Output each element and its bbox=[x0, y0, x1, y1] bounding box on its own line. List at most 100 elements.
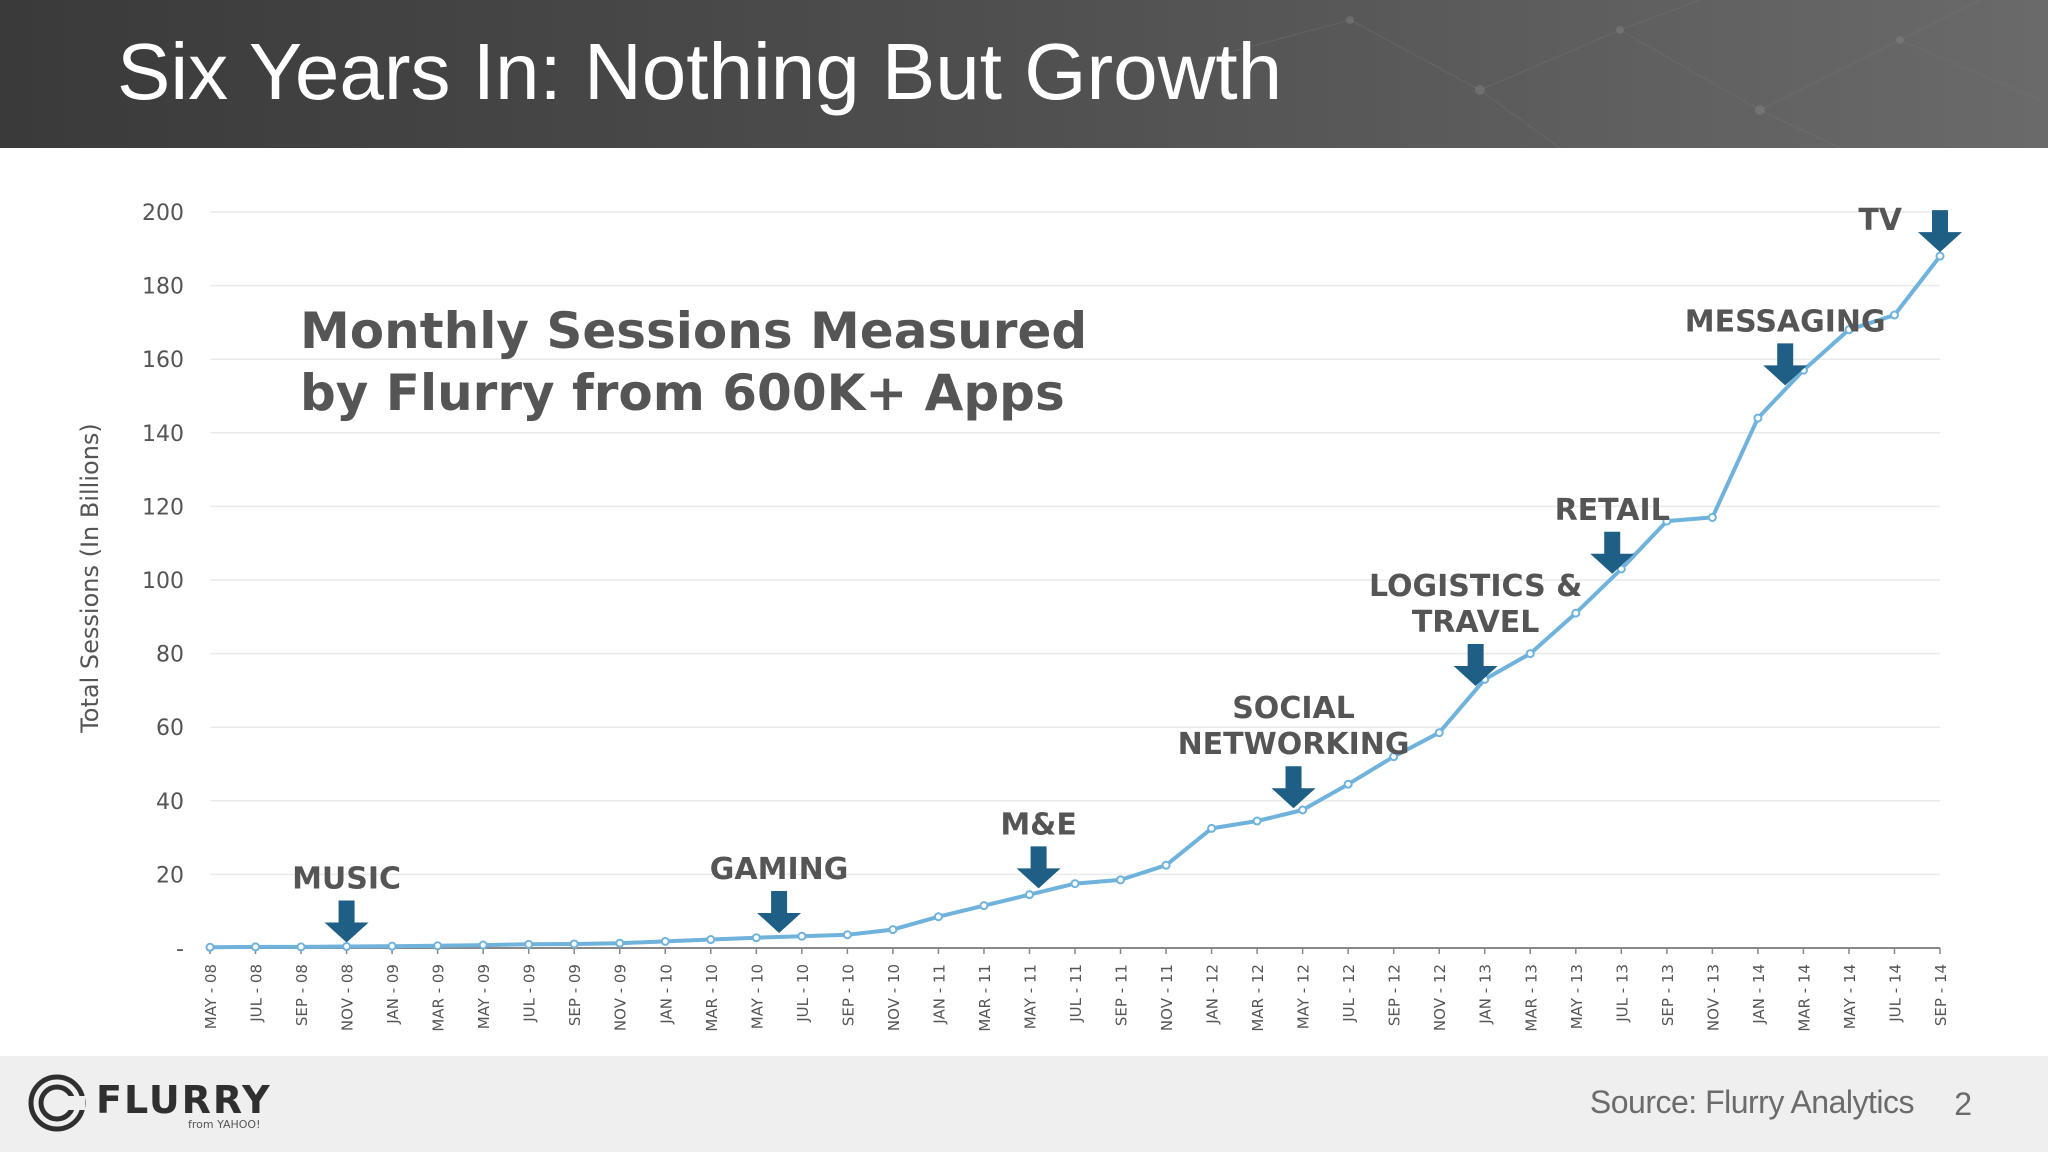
y-axis-title: Total Sessions (In Billions) bbox=[76, 423, 104, 734]
x-tick-label: SEP - 13 bbox=[1659, 964, 1677, 1026]
data-point bbox=[933, 912, 943, 922]
x-tick-label: MAR - 10 bbox=[703, 964, 721, 1032]
annotation-arrow-icon bbox=[1453, 644, 1498, 687]
data-point bbox=[1525, 649, 1535, 659]
footer-bar: FLURRY from YAHOO! Source: Flurry Analyt… bbox=[0, 1056, 2048, 1152]
x-tick-label: NOV - 12 bbox=[1431, 964, 1449, 1031]
data-point bbox=[1753, 413, 1763, 423]
data-point bbox=[1844, 325, 1854, 335]
x-tick-label: JUL - 10 bbox=[794, 964, 812, 1023]
data-point bbox=[1161, 860, 1171, 870]
data-point bbox=[205, 942, 215, 952]
data-point bbox=[979, 901, 989, 911]
data-point bbox=[1662, 516, 1672, 526]
flurry-wordmark: FLURRY bbox=[96, 1078, 272, 1122]
x-tick-label: JUL - 11 bbox=[1067, 964, 1085, 1023]
chart-text: Total Sessions (In Billions) Monthly Sess… bbox=[76, 302, 1087, 734]
annotation-label: SOCIAL bbox=[1232, 691, 1355, 726]
data-point bbox=[1434, 728, 1444, 738]
x-tick-label: JUL - 14 bbox=[1886, 964, 1904, 1023]
x-tick-label: MAY - 09 bbox=[475, 964, 493, 1029]
x-tick-label: MAY - 14 bbox=[1841, 964, 1859, 1029]
x-tick-label: MAR - 11 bbox=[976, 964, 994, 1032]
annotation-arrow-icon bbox=[1763, 343, 1808, 386]
data-point bbox=[797, 931, 807, 941]
annotation-label: TV bbox=[1858, 203, 1902, 238]
x-tick-label: MAY - 12 bbox=[1295, 964, 1313, 1029]
annotation-label: MESSAGING bbox=[1685, 304, 1886, 339]
title-bar: Six Years In: Nothing But Growth bbox=[0, 0, 2048, 148]
y-tick-label: 100 bbox=[142, 569, 184, 594]
x-tick-label: MAY - 11 bbox=[1021, 964, 1039, 1029]
source-credit: Source: Flurry Analytics bbox=[1589, 1084, 1915, 1120]
data-point bbox=[842, 930, 852, 940]
annotation-arrow-icon bbox=[1590, 531, 1635, 574]
data-point bbox=[615, 938, 625, 948]
x-tick-label: MAY - 10 bbox=[748, 964, 766, 1029]
data-point bbox=[1935, 251, 1945, 261]
grid-lines bbox=[210, 211, 1940, 876]
x-tick-label: SEP - 10 bbox=[839, 964, 857, 1026]
flurry-logo: FLURRY from YAHOO! bbox=[28, 1074, 288, 1136]
data-point bbox=[1889, 310, 1899, 320]
chart-area: - 20 40 60 80 100 120 140 160 180 200 MAY - 08 JUL -… bbox=[0, 148, 2048, 1056]
data-point bbox=[524, 939, 534, 949]
annotation-arrow-icon bbox=[1271, 766, 1316, 809]
data-point bbox=[251, 942, 261, 952]
x-tick-label: SEP - 09 bbox=[566, 964, 584, 1026]
data-point bbox=[342, 942, 352, 952]
data-point bbox=[888, 925, 898, 935]
y-tick-label: 20 bbox=[156, 863, 184, 888]
annotation-label: GAMING bbox=[710, 852, 849, 887]
data-point bbox=[1070, 879, 1080, 889]
x-tick-label: JUL - 13 bbox=[1613, 964, 1631, 1023]
data-point bbox=[706, 935, 716, 945]
annotation-label: TRAVEL bbox=[1412, 605, 1540, 640]
y-tick-label: 60 bbox=[156, 716, 184, 741]
annotation-label: NETWORKING bbox=[1178, 727, 1410, 762]
data-point bbox=[296, 942, 306, 952]
x-tick-label: JAN - 13 bbox=[1477, 964, 1495, 1025]
sessions-line-chart: - 20 40 60 80 100 120 140 160 180 200 MAY - 08 JUL -… bbox=[76, 201, 1962, 1032]
y-tick-label: 80 bbox=[156, 643, 184, 668]
annotation-arrow-icon bbox=[1016, 846, 1061, 889]
chart-title-line: by Flurry from 600K+ Apps bbox=[300, 364, 1065, 422]
x-tick-label: JUL - 08 bbox=[248, 964, 266, 1023]
y-tick-label: - bbox=[176, 937, 184, 962]
x-tick-label: SEP - 11 bbox=[1113, 964, 1131, 1026]
annotation-label: MUSIC bbox=[292, 862, 401, 897]
x-tick-label: SEP - 08 bbox=[293, 964, 311, 1026]
series-line bbox=[205, 251, 1945, 952]
x-tick-label: NOV - 13 bbox=[1704, 964, 1722, 1031]
data-point bbox=[569, 939, 579, 949]
annotation-label: RETAIL bbox=[1555, 493, 1670, 528]
data-point bbox=[660, 936, 670, 946]
x-tick-label: JUL - 12 bbox=[1340, 964, 1358, 1023]
annotation-arrow-icon bbox=[757, 890, 802, 933]
y-tick-label: 180 bbox=[142, 275, 184, 300]
data-point bbox=[1389, 752, 1399, 762]
data-point bbox=[1207, 823, 1217, 833]
x-tick-label: NOV - 11 bbox=[1158, 964, 1176, 1031]
data-point bbox=[478, 940, 488, 950]
data-point bbox=[1707, 512, 1717, 522]
annotation-arrow-icon bbox=[1918, 210, 1962, 253]
x-tick-label: MAR - 13 bbox=[1522, 964, 1540, 1032]
data-point bbox=[751, 933, 761, 943]
data-point bbox=[1298, 805, 1308, 815]
data-point bbox=[1252, 816, 1262, 826]
data-point bbox=[433, 941, 443, 951]
data-point bbox=[1343, 779, 1353, 789]
yahoo-subbrand: from YAHOO! bbox=[188, 1118, 261, 1131]
page-number: 2 bbox=[1954, 1086, 1972, 1122]
slide-title: Six Years In: Nothing But Growth bbox=[117, 27, 1283, 116]
annotation-label: M&E bbox=[1000, 807, 1077, 842]
y-tick-label: 120 bbox=[142, 495, 184, 520]
x-tick-label: JUL - 09 bbox=[521, 964, 539, 1023]
x-tick-label: NOV - 08 bbox=[339, 964, 357, 1031]
data-point bbox=[1571, 608, 1581, 618]
x-tick-label: MAR - 09 bbox=[430, 964, 448, 1032]
x-tick-label: SEP - 12 bbox=[1386, 964, 1404, 1026]
flurry-logo-icon bbox=[28, 1074, 86, 1132]
